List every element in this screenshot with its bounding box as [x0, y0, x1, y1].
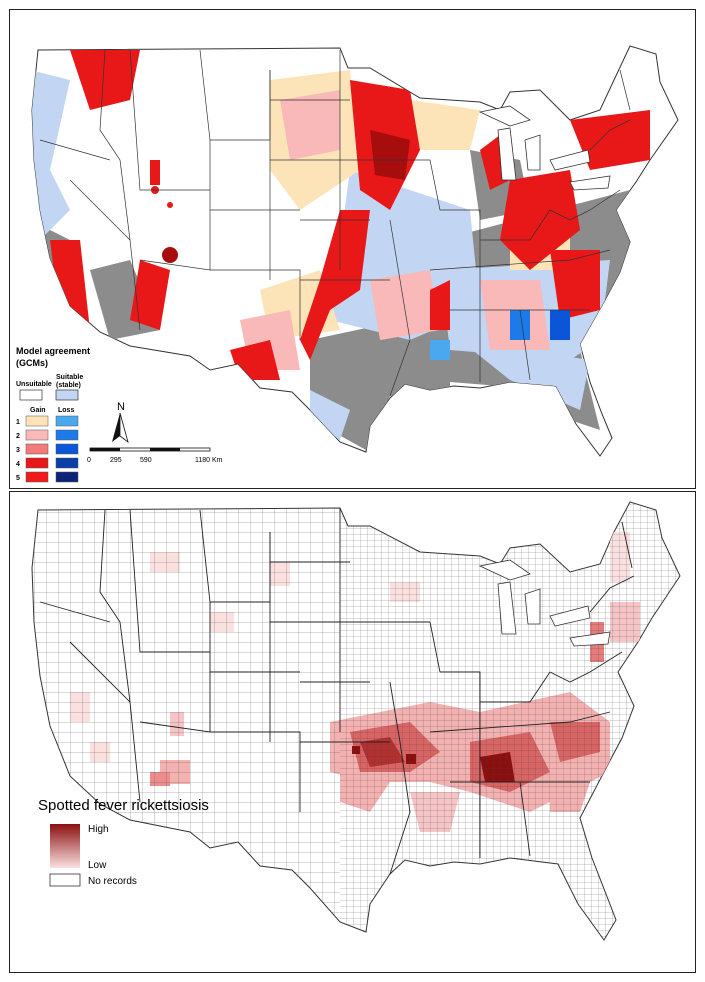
- legend-loss-swatch-3: [55, 443, 79, 455]
- legend-gradient-bar: [50, 824, 80, 868]
- great-lakes-bottom: [478, 559, 611, 647]
- legend-gain-swatch-2: [25, 429, 49, 441]
- legend-gain-swatch-1: [25, 415, 49, 427]
- legend-no-records-swatch: [49, 873, 81, 887]
- legend-unsuitable-label: Unsuitable: [16, 381, 52, 388]
- state-boundaries: [39, 49, 631, 397]
- suitability-layer: [32, 50, 650, 450]
- legend-gain-header: Gain: [30, 407, 46, 414]
- legend-suitable-label-2: (stable): [56, 382, 81, 389]
- scale-bar: 0 295 590 1180 Km: [87, 447, 223, 464]
- scale-tick-590: 590: [140, 457, 152, 464]
- legend-level-4: 4: [16, 461, 20, 468]
- legend-loss-swatch-5: [55, 471, 79, 483]
- rickettsiosis-legend: Spotted fever rickettsiosis High Low No …: [38, 797, 209, 887]
- legend-loss-header: Loss: [58, 407, 74, 414]
- legend-rows: 1 2 3 4 5: [16, 415, 79, 483]
- scale-tick-0: 0: [87, 457, 91, 464]
- legend-level-2: 2: [16, 433, 20, 440]
- legend-low-label: Low: [88, 860, 107, 871]
- legend-loss-swatch-2: [55, 429, 79, 441]
- legend-gain-swatch-4: [25, 457, 49, 469]
- suitability-map-panel: N 0 295 590 1180 Km Model agreement (GCM…: [9, 9, 696, 489]
- legend-loss-swatch-1: [55, 415, 79, 427]
- legend-gain-swatch-5: [25, 471, 49, 483]
- rickettsiosis-map-panel: Spotted fever rickettsiosis High Low No …: [9, 491, 696, 973]
- model-agreement-legend: Model agreement (GCMs) Unsuitable Suitab…: [16, 346, 90, 483]
- great-lakes: [478, 105, 611, 191]
- legend-no-records-label: No records: [88, 876, 137, 887]
- legend-gain-swatch-3: [25, 443, 49, 455]
- legend-level-3: 3: [16, 447, 20, 454]
- legend-high-label: High: [88, 824, 109, 835]
- svg-text:N: N: [117, 401, 125, 413]
- scale-tick-295: 295: [110, 457, 122, 464]
- north-arrow: N: [112, 401, 129, 444]
- legend-level-1: 1: [16, 419, 20, 426]
- legend-title-line2: (GCMs): [16, 358, 48, 368]
- legend-swatch-stable: [55, 389, 79, 401]
- county-boundaries: [32, 502, 680, 940]
- legend-loss-swatch-4: [55, 457, 79, 469]
- legend-suitable-label-1: Suitable: [56, 374, 83, 381]
- legend-swatch-unsuitable: [19, 389, 43, 401]
- rickettsiosis-county-map: Spotted fever rickettsiosis High Low No …: [31, 501, 681, 941]
- suitability-map: N 0 295 590 1180 Km Model agreement (GCM…: [16, 45, 679, 483]
- scale-tick-1180: 1180 Km: [195, 457, 223, 464]
- legend-title: Spotted fever rickettsiosis: [38, 797, 209, 814]
- state-boundaries-bottom: [39, 508, 635, 875]
- legend-level-5: 5: [16, 475, 20, 482]
- legend-title-line1: Model agreement: [16, 346, 90, 356]
